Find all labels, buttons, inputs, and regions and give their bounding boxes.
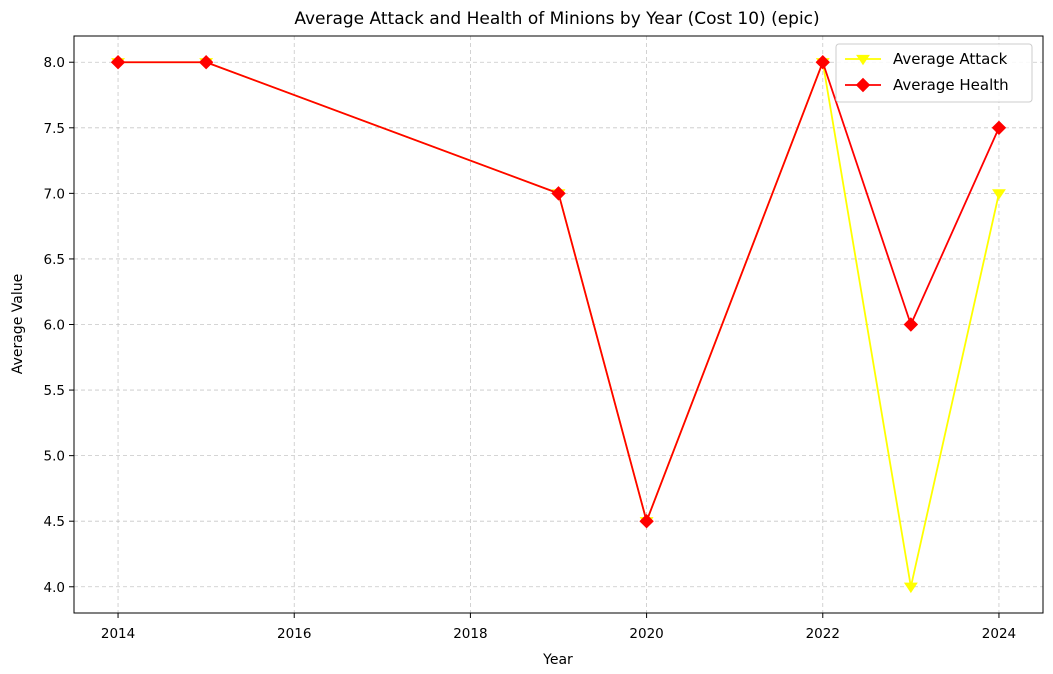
x-tick-label: 2014 bbox=[101, 626, 135, 642]
x-tick-label: 2018 bbox=[453, 626, 487, 642]
series-layer bbox=[110, 55, 1007, 594]
legend-marker bbox=[855, 77, 871, 93]
y-tick-label: 6.5 bbox=[44, 252, 65, 268]
legend-marker bbox=[856, 54, 870, 66]
y-tick-label: 5.5 bbox=[44, 383, 65, 399]
y-tick-label: 4.0 bbox=[44, 580, 65, 596]
data-point bbox=[991, 120, 1007, 136]
x-tick-label: 2020 bbox=[629, 626, 663, 642]
legend: Average Attack Average Health bbox=[835, 43, 1033, 103]
data-point bbox=[992, 189, 1006, 200]
legend-box bbox=[835, 43, 1033, 103]
y-tick-label: 8.0 bbox=[44, 55, 65, 71]
chart-title: Average Attack and Health of Minions by … bbox=[294, 9, 819, 29]
y-tick-label: 4.5 bbox=[44, 514, 65, 530]
data-point bbox=[551, 186, 566, 201]
x-tick-label: 2022 bbox=[806, 626, 840, 642]
data-point bbox=[903, 317, 919, 332]
ticks: 2014 2016 2018 2020 2022 2024 4.0 4.5 5.0 5.5 6.0 6… bbox=[44, 55, 1017, 642]
legend-item: Average Attack bbox=[845, 50, 1008, 68]
x-tick-label: 2016 bbox=[277, 626, 311, 642]
data-point bbox=[110, 55, 126, 70]
x-tick-label: 2024 bbox=[982, 626, 1016, 642]
data-point bbox=[815, 55, 830, 70]
series-average-attack bbox=[111, 58, 1006, 594]
data-point bbox=[639, 513, 654, 529]
data-point bbox=[903, 582, 918, 594]
data-point bbox=[198, 55, 214, 70]
legend-label: Average Attack bbox=[893, 50, 1008, 68]
y-tick-label: 7.5 bbox=[44, 121, 65, 137]
legend-label: Average Health bbox=[893, 76, 1009, 94]
y-tick-label: 7.0 bbox=[44, 186, 65, 202]
y-tick-label: 6.0 bbox=[44, 318, 65, 334]
grid bbox=[74, 36, 1043, 613]
series-line bbox=[118, 61, 1000, 523]
series-average-health bbox=[110, 55, 1007, 529]
legend-item: Average Health bbox=[845, 76, 1009, 94]
y-axis-label: Average Value bbox=[10, 274, 26, 374]
y-tick-label: 5.0 bbox=[44, 449, 65, 465]
x-axis-label: Year bbox=[542, 652, 573, 668]
